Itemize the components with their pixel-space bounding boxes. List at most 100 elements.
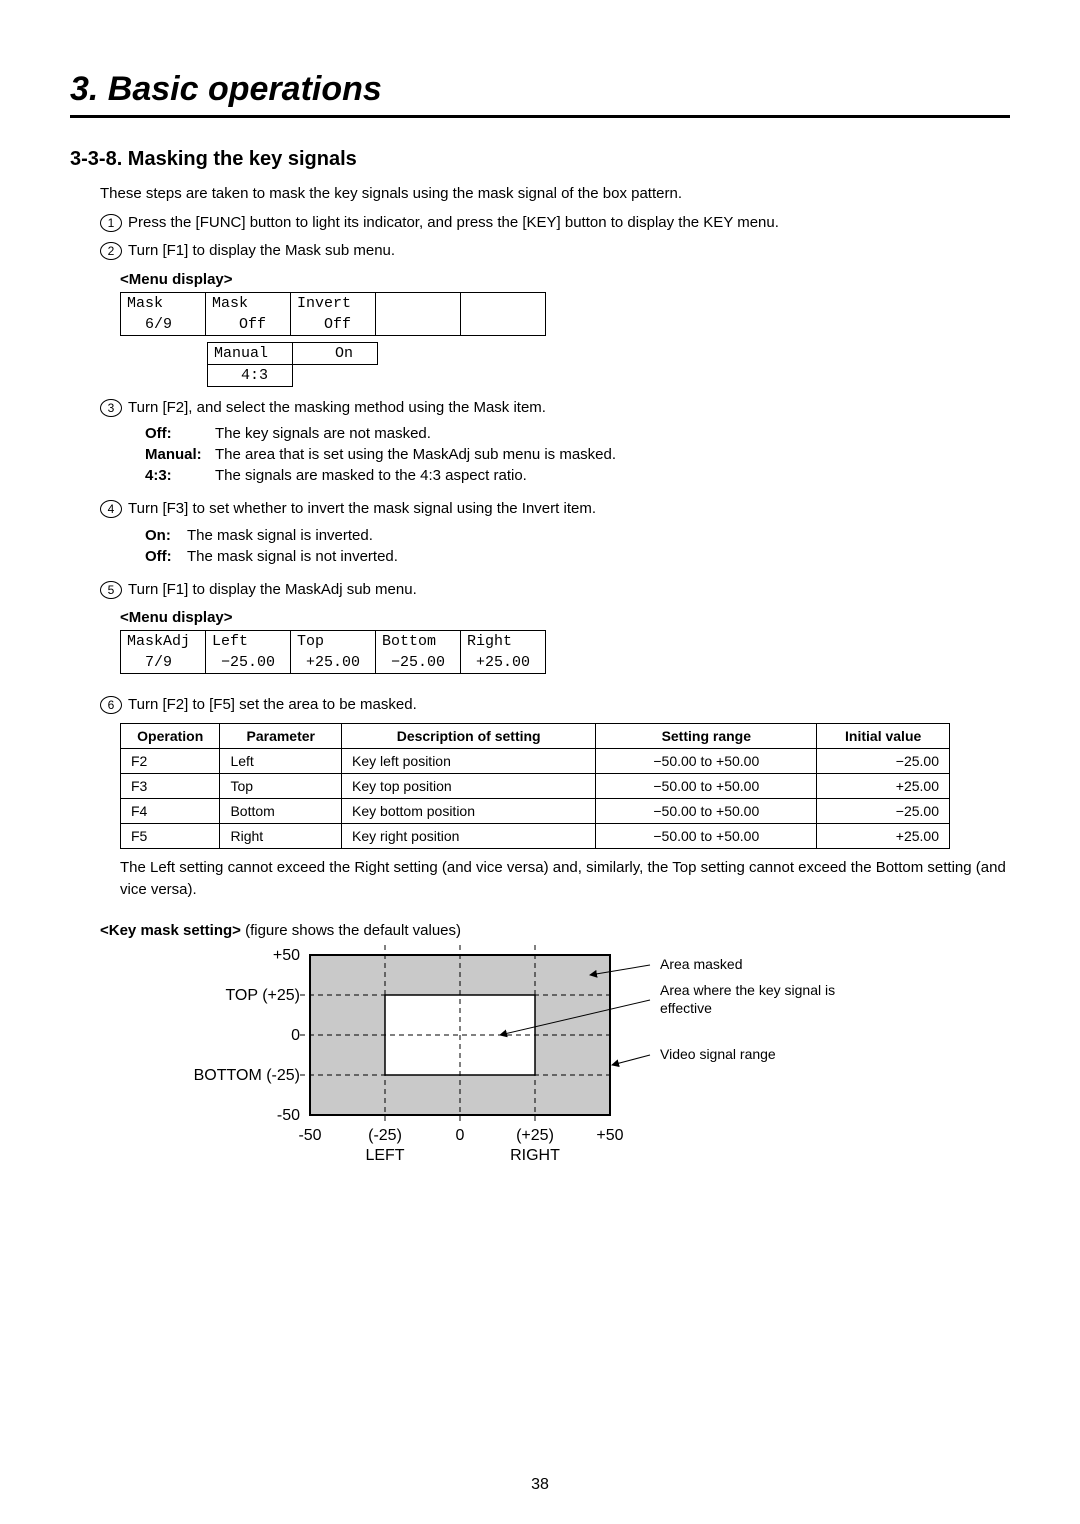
- params-cell: F3: [121, 773, 220, 798]
- constraint-note: The Left setting cannot exceed the Right…: [120, 857, 1010, 902]
- mask-menu-dropdown: Manual On 4:3: [207, 342, 378, 387]
- invert-defs: On:The mask signal is inverted.Off:The m…: [145, 527, 1010, 565]
- fig-y-0: 0: [291, 1027, 300, 1044]
- fig-x-p50: +50: [596, 1127, 623, 1144]
- maskadj-c: −25.00: [376, 652, 461, 674]
- step-5-text: Turn [F1] to display the MaskAdj sub men…: [128, 579, 417, 602]
- fig-x-n25: (-25): [368, 1127, 402, 1144]
- step-1: 1 Press the [FUNC] button to light its i…: [100, 212, 1010, 235]
- step-2-text: Turn [F1] to display the Mask sub menu.: [128, 240, 395, 263]
- def-key: 4:3:: [145, 467, 215, 484]
- figure-label-bold: <Key mask setting>: [100, 922, 241, 939]
- params-cell: −50.00 to +50.00: [596, 823, 817, 848]
- params-header: Initial value: [817, 723, 950, 748]
- maskadj-c: 7/9: [121, 652, 206, 674]
- maskadj-c: MaskAdj: [121, 631, 206, 653]
- params-cell: −50.00 to +50.00: [596, 773, 817, 798]
- mask-menu-c: 6/9: [121, 314, 206, 336]
- step-4-text: Turn [F3] to set whether to invert the m…: [128, 498, 596, 521]
- params-header: Parameter: [220, 723, 342, 748]
- step-6-text: Turn [F2] to [F5] set the area to be mas…: [128, 694, 417, 717]
- params-header: Operation: [121, 723, 220, 748]
- fig-legend-range: Video signal range: [660, 1046, 776, 1062]
- fig-y-50: +50: [273, 947, 300, 964]
- fig-x-n50: -50: [298, 1127, 321, 1144]
- maskadj-c: Left: [206, 631, 291, 653]
- params-cell: Left: [220, 748, 342, 773]
- params-cell: F4: [121, 798, 220, 823]
- fig-y-n50: -50: [277, 1107, 300, 1124]
- params-cell: +25.00: [817, 773, 950, 798]
- def-val: The mask signal is inverted.: [187, 527, 373, 544]
- fig-legend-effective-1: Area where the key signal is: [660, 982, 835, 998]
- mask-menu-c: [461, 292, 546, 314]
- def-val: The mask signal is not inverted.: [187, 548, 398, 565]
- figure-label-rest: (figure shows the default values): [241, 922, 461, 939]
- fig-legend-effective-2: effective: [660, 1000, 712, 1016]
- params-cell: F2: [121, 748, 220, 773]
- mask-menu-drop: 4:3: [208, 364, 293, 386]
- fig-left-label: LEFT: [365, 1147, 404, 1164]
- mask-defs: Off:The key signals are not masked.Manua…: [145, 425, 1010, 484]
- mask-menu-c: Mask: [121, 292, 206, 314]
- mask-menu-c: Mask: [206, 292, 291, 314]
- mask-menu-c: [376, 292, 461, 314]
- params-cell: Key top position: [342, 773, 596, 798]
- fig-x-0: 0: [456, 1127, 465, 1144]
- mask-menu-drop: On: [293, 342, 378, 364]
- key-mask-figure: +50 TOP (+25) 0 BOTTOM (-25) -50 -50 (-2…: [170, 945, 970, 1205]
- params-cell: +25.00: [817, 823, 950, 848]
- maskadj-c: Bottom: [376, 631, 461, 653]
- def-val: The area that is set using the MaskAdj s…: [215, 446, 616, 463]
- maskadj-c: +25.00: [461, 652, 546, 674]
- page-number: 38: [531, 1476, 549, 1494]
- params-cell: −50.00 to +50.00: [596, 798, 817, 823]
- def-val: The signals are masked to the 4:3 aspect…: [215, 467, 527, 484]
- step-2-icon: 2: [100, 242, 122, 260]
- step-3-text: Turn [F2], and select the masking method…: [128, 397, 546, 420]
- mask-menu-c: [376, 314, 461, 336]
- step-4: 4 Turn [F3] to set whether to invert the…: [100, 498, 1010, 521]
- section-title: 3-3-8. Masking the key signals: [70, 148, 1010, 171]
- params-cell: −50.00 to +50.00: [596, 748, 817, 773]
- step-1-icon: 1: [100, 214, 122, 232]
- params-cell: Key bottom position: [342, 798, 596, 823]
- step-6-icon: 6: [100, 696, 122, 714]
- fig-y-bot25: BOTTOM (-25): [194, 1067, 300, 1084]
- mask-menu-c: [461, 314, 546, 336]
- step-5-icon: 5: [100, 581, 122, 599]
- maskadj-c: −25.00: [206, 652, 291, 674]
- fig-x-p25: (+25): [516, 1127, 554, 1144]
- maskadj-c: Right: [461, 631, 546, 653]
- def-key: On:: [145, 527, 187, 544]
- maskadj-c: +25.00: [291, 652, 376, 674]
- step-6: 6 Turn [F2] to [F5] set the area to be m…: [100, 694, 1010, 717]
- menu-display-label-1: <Menu display>: [120, 271, 1010, 288]
- params-cell: F5: [121, 823, 220, 848]
- params-cell: Bottom: [220, 798, 342, 823]
- figure-label: <Key mask setting> (figure shows the def…: [100, 922, 1010, 939]
- fig-legend-masked: Area masked: [660, 956, 742, 972]
- fig-y-top25: TOP (+25): [225, 987, 300, 1004]
- menu-display-label-2: <Menu display>: [120, 609, 1010, 626]
- params-table: OperationParameterDescription of setting…: [120, 723, 950, 849]
- params-cell: Top: [220, 773, 342, 798]
- mask-menu-drop: Manual: [208, 342, 293, 364]
- step-2: 2 Turn [F1] to display the Mask sub menu…: [100, 240, 1010, 263]
- def-key: Off:: [145, 548, 187, 565]
- mask-menu-c: Off: [291, 314, 376, 336]
- params-header: Description of setting: [342, 723, 596, 748]
- step-3-icon: 3: [100, 399, 122, 417]
- params-cell: Key right position: [342, 823, 596, 848]
- step-1-text: Press the [FUNC] button to light its ind…: [128, 212, 779, 235]
- intro-text: These steps are taken to mask the key si…: [100, 183, 1010, 206]
- maskadj-menu-table: MaskAdj Left Top Bottom Right 7/9 −25.00…: [120, 630, 546, 674]
- maskadj-c: Top: [291, 631, 376, 653]
- params-cell: Key left position: [342, 748, 596, 773]
- mask-menu-table: Mask Mask Invert 6/9 Off Off: [120, 292, 546, 336]
- def-key: Off:: [145, 425, 215, 442]
- fig-right-label: RIGHT: [510, 1147, 560, 1164]
- step-3: 3 Turn [F2], and select the masking meth…: [100, 397, 1010, 420]
- def-val: The key signals are not masked.: [215, 425, 431, 442]
- def-key: Manual:: [145, 446, 215, 463]
